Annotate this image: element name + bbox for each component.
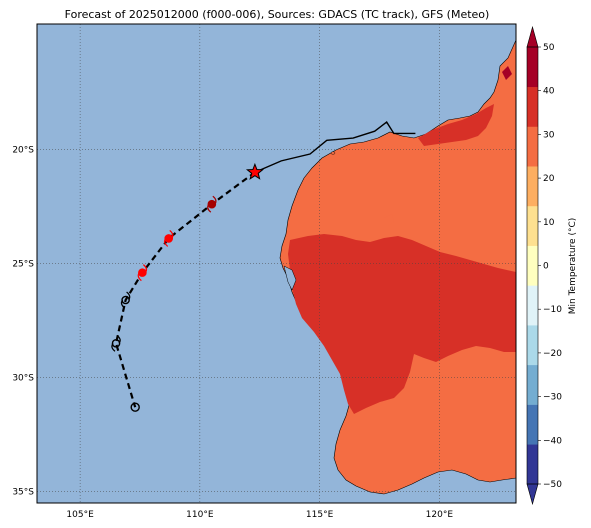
colorbar-tick-label: −20 bbox=[543, 349, 562, 359]
colorbar-tick-label: 30 bbox=[543, 130, 555, 140]
land-region-hot bbox=[288, 234, 516, 414]
land-region-warm-north bbox=[418, 104, 494, 146]
track-point-cyclone bbox=[120, 291, 131, 309]
colorbar-tick-label: −10 bbox=[543, 305, 562, 315]
track-history-line bbox=[254, 121, 416, 173]
track-point-star bbox=[245, 162, 264, 180]
map-frame bbox=[36, 23, 517, 504]
lat-tick-label: 25°S bbox=[12, 260, 34, 270]
colorbar-tick-label: 40 bbox=[543, 87, 555, 97]
chart-title: Forecast of 2025012000 (f000-006), Sourc… bbox=[65, 8, 490, 21]
island bbox=[330, 151, 336, 155]
lon-tick-label: 110°E bbox=[186, 510, 214, 520]
track-point-cyclone bbox=[137, 264, 148, 282]
track-point-circle bbox=[130, 402, 140, 412]
colorbar-segment bbox=[527, 364, 538, 405]
lat-tick-label: 20°S bbox=[12, 145, 34, 155]
lon-tick-label: 105°E bbox=[66, 510, 94, 520]
lon-tick-label: 120°E bbox=[426, 510, 454, 520]
colorbar-segment bbox=[527, 404, 538, 445]
colorbar-tick-label: 20 bbox=[543, 174, 555, 184]
colorbar-segment bbox=[527, 86, 538, 127]
colorbar-segment bbox=[527, 245, 538, 286]
colorbar-tick-label: −40 bbox=[543, 436, 562, 446]
colorbar-tick-label: −30 bbox=[543, 393, 562, 403]
lon-tick-label: 115°E bbox=[306, 510, 334, 520]
lat-tick-labels: 20°S 25°S 30°S 35°S bbox=[12, 145, 34, 497]
colorbar-segment bbox=[527, 166, 538, 207]
colorbar-extend-max bbox=[526, 25, 539, 48]
colorbar-segment bbox=[527, 126, 538, 167]
interior-hotspot bbox=[502, 66, 512, 80]
track-point-cyclone bbox=[207, 195, 217, 213]
map-area bbox=[37, 24, 516, 503]
colorbar-tick-label: 50 bbox=[543, 43, 555, 53]
inland-patch bbox=[384, 214, 394, 226]
lat-tick-label: 30°S bbox=[12, 374, 34, 384]
colorbar-extend-min bbox=[526, 483, 539, 506]
colorbar-tick-label: 10 bbox=[543, 218, 555, 228]
colorbar-segment bbox=[527, 205, 538, 246]
lat-tick-label: 35°S bbox=[12, 488, 34, 498]
colorbar-segment bbox=[527, 285, 538, 326]
track-point-cyclone bbox=[111, 334, 121, 352]
colorbar-segment bbox=[527, 325, 538, 366]
track-point-cyclone bbox=[164, 229, 174, 247]
colorbar-tick-label: −50 bbox=[543, 480, 562, 490]
lon-tick-labels: 105°E 110°E 115°E 120°E bbox=[66, 510, 453, 520]
colorbar-label: Min Temperature (°C) bbox=[568, 218, 578, 315]
colorbar-segment bbox=[527, 47, 538, 88]
track-markers bbox=[111, 162, 264, 412]
colorbar-segment bbox=[527, 444, 538, 485]
colorbar-tick-label: 0 bbox=[543, 262, 549, 272]
shark-bay bbox=[283, 265, 297, 291]
gridlines bbox=[37, 24, 516, 503]
colorbar: 50 40 30 20 10 0 −10 −20 −30 −40 −50 bbox=[526, 25, 562, 506]
